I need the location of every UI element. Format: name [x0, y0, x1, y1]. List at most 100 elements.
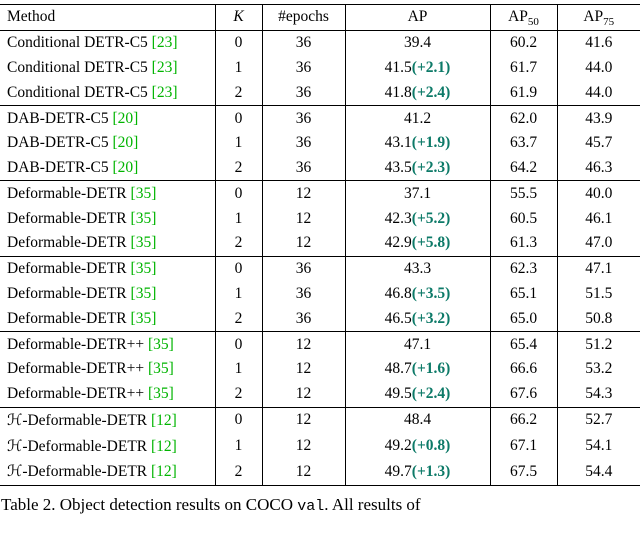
ap-value: 41.2: [403, 109, 432, 127]
epochs-cell: 12: [262, 206, 346, 232]
method-cell: Deformable-DETR++ [35]: [0, 381, 216, 407]
epochs-cell: 12: [262, 331, 346, 357]
k-cell: 0: [215, 180, 263, 207]
table-row: DAB-DETR-C5 [20] 0 36 41.2 62.0 43.9: [0, 105, 640, 131]
ap75-cell: 52.7: [557, 406, 640, 434]
caption-text-suffix: . All results of: [324, 494, 421, 514]
ap-cell: 48.4: [345, 406, 491, 434]
ap-cell: 41.2: [345, 105, 491, 131]
method-name: Deformable-DETR++: [7, 385, 145, 403]
table-row: ℋ-Deformable-DETR [12] 0 12 48.4 66.2 52.7: [0, 406, 640, 434]
epochs-cell: 36: [262, 155, 346, 181]
method-name: Deformable-DETR: [7, 260, 127, 278]
method-cell: ℋ-Deformable-DETR [12]: [0, 433, 216, 460]
table-row: Conditional DETR-C5 [23] 1 36 41.5(+2.1) 61.…: [0, 55, 640, 81]
table-row: Deformable-DETR [35] 2 36 46.5(+3.2) 65.0 50.…: [0, 306, 640, 332]
table-row: Deformable-DETR [35] 0 36 43.3 62.3 47.1: [0, 255, 640, 282]
epochs-cell: 12: [262, 433, 346, 460]
ap-cell: 47.1: [345, 331, 491, 357]
ap-value: 43.1: [384, 134, 412, 152]
method-cell: ℋ-Deformable-DETR [12]: [0, 406, 216, 434]
method-cell: Deformable-DETR [35]: [0, 306, 216, 332]
table-row: DAB-DETR-C5 [20] 1 36 43.1(+1.9) 63.7 45.7: [0, 130, 640, 156]
ap-cell: 43.1(+1.9): [345, 130, 491, 156]
ap75-cell: 47.0: [585, 234, 613, 252]
ap-cell: 43.3: [345, 255, 491, 282]
ap-delta: (+0.8): [411, 437, 451, 455]
ap-delta: (+3.5): [411, 284, 451, 302]
ap-value: 48.4: [403, 411, 432, 429]
header-k: K: [215, 4, 263, 31]
method-name: ℋ-Deformable-DETR: [7, 463, 148, 481]
header-ap75-subscript: 75: [603, 16, 615, 29]
k-cell: 0: [215, 331, 263, 357]
ap-value: 49.2: [384, 437, 412, 455]
header-row: Method K #epochs AP AP50 AP75: [0, 4, 640, 31]
ap50-cell: 61.9: [490, 80, 558, 106]
citation-ref: [20]: [112, 109, 139, 127]
ap-cell: 41.8(+2.4): [345, 80, 491, 106]
header-ap: AP: [345, 4, 491, 31]
ap-delta: (+2.3): [411, 159, 451, 177]
ap50-cell: 60.5: [490, 206, 558, 232]
ap-cell: 46.8(+3.5): [345, 281, 491, 307]
epochs-cell: 36: [262, 255, 346, 282]
method-name: ℋ-Deformable-DETR: [7, 411, 148, 429]
ap50-cell: 61.3: [490, 231, 558, 257]
method-cell: Deformable-DETR [35]: [0, 180, 216, 207]
table-row: Conditional DETR-C5 [23] 0 36 39.4 60.2 41.6: [0, 30, 640, 56]
method-name: Deformable-DETR: [7, 309, 127, 327]
citation-ref: [35]: [130, 184, 157, 202]
ap-value: 46.5: [384, 309, 412, 327]
citation-ref: [12]: [151, 463, 177, 481]
ap-value: 46.8: [384, 284, 412, 302]
ap-cell: 46.5(+3.2): [345, 306, 491, 332]
table-row: Deformable-DETR [35] 1 36 46.8(+3.5) 65.1 51.…: [0, 281, 640, 307]
ap-value: 43.5: [384, 159, 412, 177]
ap75-cell: 44.0: [585, 58, 613, 76]
table-row: ℋ-Deformable-DETR [12] 1 12 49.2(+0.8) 67.1 5…: [0, 433, 640, 460]
method-cell: Deformable-DETR [35]: [0, 281, 216, 307]
citation-ref: [23]: [151, 34, 178, 52]
ap75-cell: 45.7: [585, 134, 613, 152]
ap50-cell: 67.6: [490, 381, 558, 407]
method-cell: Deformable-DETR++ [35]: [0, 331, 216, 357]
header-ap50: AP50: [490, 4, 558, 31]
header-ap50-base: AP: [508, 8, 528, 26]
citation-ref: [12]: [151, 437, 177, 455]
ap50-cell: 67.5: [490, 459, 558, 486]
ap-delta: (+5.2): [411, 209, 451, 227]
citation-ref: [35]: [148, 385, 174, 403]
method-name: DAB-DETR-C5: [7, 109, 109, 127]
epochs-cell: 36: [262, 130, 346, 156]
epochs-cell: 36: [262, 281, 346, 307]
method-name: Conditional DETR-C5: [7, 34, 148, 52]
k-cell: 2: [215, 80, 263, 106]
ap-cell: 42.3(+5.2): [345, 206, 491, 232]
citation-ref: [12]: [151, 411, 177, 429]
ap-value: 39.4: [403, 34, 432, 52]
citation-ref: [35]: [148, 335, 174, 353]
ap75-cell: 50.8: [585, 309, 613, 327]
citation-ref: [20]: [112, 159, 139, 177]
method-cell: Conditional DETR-C5 [23]: [0, 55, 216, 81]
method-name: Deformable-DETR++: [7, 335, 145, 353]
k-cell: 2: [215, 231, 263, 257]
table-row: ℋ-Deformable-DETR [12] 2 12 49.7(+1.3) 67.5 5…: [0, 459, 640, 486]
ap50-cell: 65.4: [490, 331, 558, 357]
ap50-cell: 64.2: [490, 155, 558, 181]
ap-cell: 49.7(+1.3): [345, 459, 491, 486]
table-row: Deformable-DETR++ [35] 1 12 48.7(+1.6) 66.6 5…: [0, 356, 640, 382]
ap-value: 41.5: [384, 58, 412, 76]
method-name: Deformable-DETR: [7, 209, 127, 227]
epochs-cell: 12: [262, 381, 346, 407]
ap-delta: (+1.3): [411, 462, 451, 480]
k-cell: 2: [215, 306, 263, 332]
k-cell: 1: [215, 130, 263, 156]
table-row: Deformable-DETR++ [35] 2 12 49.5(+2.4) 67.6 5…: [0, 381, 640, 407]
ap-delta: (+3.2): [411, 309, 451, 327]
caption-code-val: val: [297, 497, 325, 515]
method-cell: Conditional DETR-C5 [23]: [0, 30, 216, 56]
citation-ref: [35]: [130, 309, 157, 327]
